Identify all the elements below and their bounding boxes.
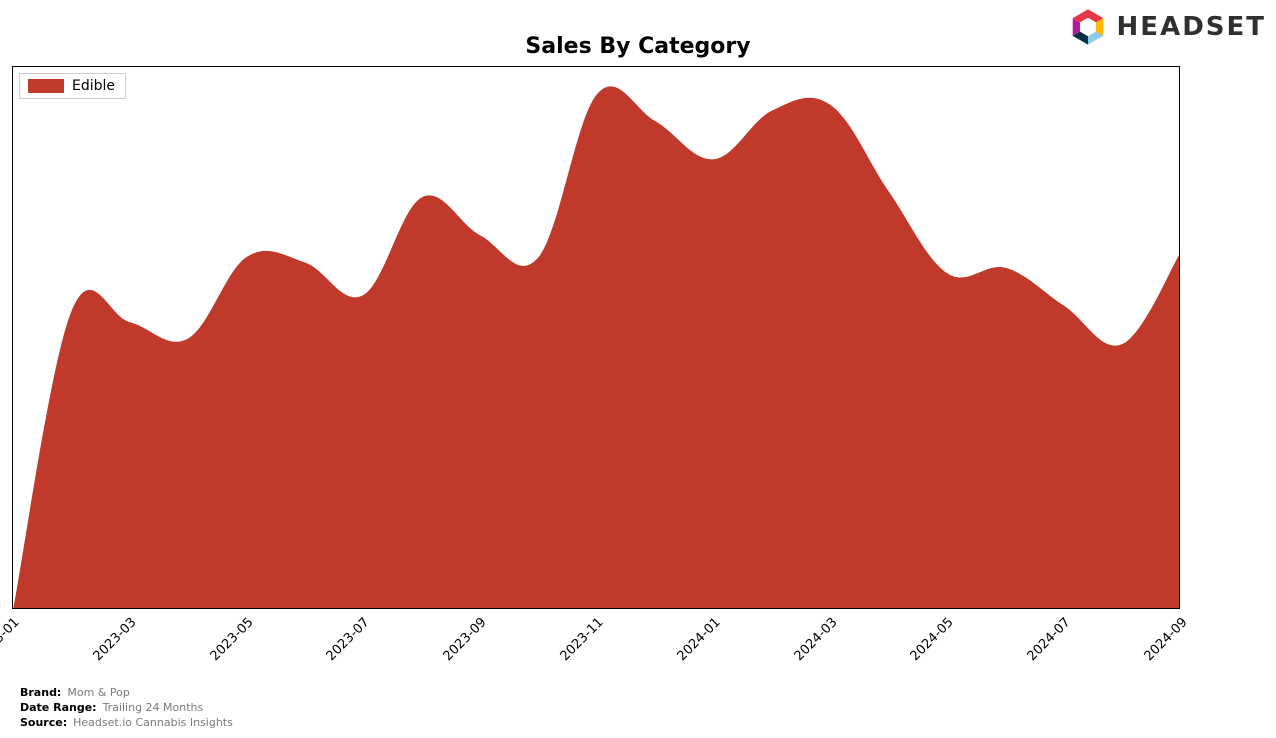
- meta-line: Source: Headset.io Cannabis Insights: [20, 716, 233, 731]
- x-tick-label: 2024-01: [674, 615, 723, 664]
- meta-key: Brand:: [20, 686, 61, 699]
- legend-label: Edible: [72, 78, 115, 94]
- meta-key: Source:: [20, 716, 67, 729]
- meta-line: Date Range: Trailing 24 Months: [20, 701, 233, 716]
- meta-value: Trailing 24 Months: [103, 701, 204, 714]
- x-tick-label: 2023-11: [558, 615, 607, 664]
- x-tick-label: 2024-07: [1025, 615, 1074, 664]
- meta-value: Headset.io Cannabis Insights: [73, 716, 233, 729]
- chart-legend: Edible: [19, 73, 126, 99]
- meta-value: Mom & Pop: [67, 686, 129, 699]
- x-tick-label: 2023-01: [0, 615, 23, 664]
- x-tick-label: 2023-07: [324, 615, 373, 664]
- x-tick-label: 2024-03: [791, 615, 840, 664]
- brand-logo: HEADSET: [1067, 6, 1266, 48]
- meta-key: Date Range:: [20, 701, 97, 714]
- chart-area: Edible: [12, 66, 1180, 609]
- chart-metadata: Brand: Mom & Pop Date Range: Trailing 24 Mo…: [20, 686, 233, 731]
- x-tick-label: 2024-05: [908, 615, 957, 664]
- meta-line: Brand: Mom & Pop: [20, 686, 233, 701]
- area-series-svg: [13, 67, 1180, 609]
- legend-swatch: [28, 79, 64, 93]
- x-tick-label: 2023-05: [207, 615, 256, 664]
- x-tick-label: 2024-09: [1142, 615, 1191, 664]
- x-tick-label: 2023-09: [441, 615, 490, 664]
- x-tick-label: 2023-03: [90, 615, 139, 664]
- headset-logo-icon: [1067, 6, 1109, 48]
- brand-logo-text: HEADSET: [1117, 12, 1266, 42]
